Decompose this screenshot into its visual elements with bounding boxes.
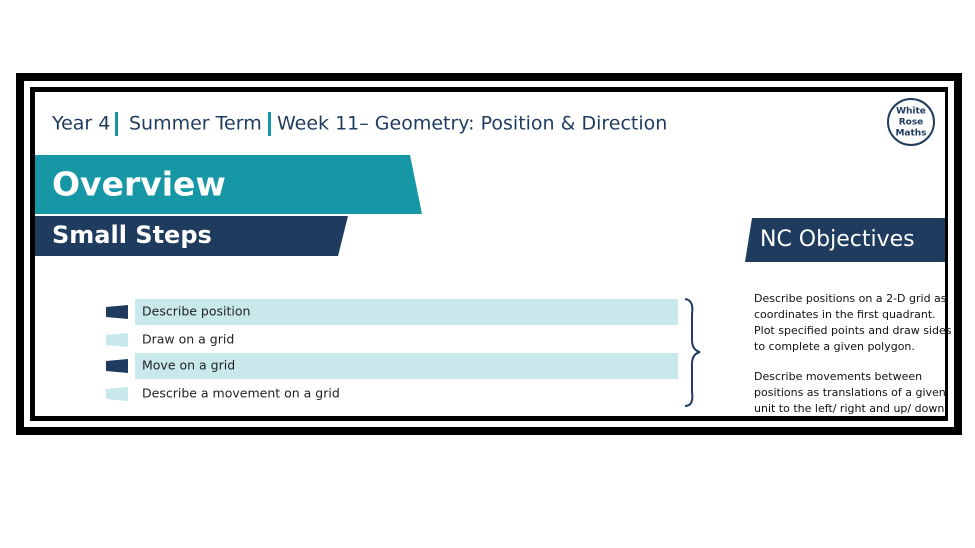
header-divider [115, 112, 118, 136]
header-divider [268, 112, 271, 136]
overview-title: Overview [52, 165, 226, 204]
brace [684, 298, 701, 407]
objectives-banner [745, 218, 945, 262]
header-week: Week 11– Geometry: Position & Direction [277, 113, 667, 135]
step-marker [106, 305, 128, 319]
logo-text: White [896, 107, 926, 117]
objective-line: coordinates in the first quadrant. [754, 308, 936, 321]
step-marker [106, 359, 128, 373]
header-term: Summer Term [129, 113, 262, 135]
step-marker [106, 387, 128, 401]
logo-text: Rose [899, 118, 924, 128]
objective-line: unit to the left/ right and up/ down. [754, 402, 948, 415]
step-text: Describe a movement on a grid [142, 386, 340, 401]
overview-banner [35, 155, 422, 214]
steps-list: Describe position Draw on a grid Move on a… [106, 299, 678, 401]
objectives-text: Describe positions on a 2-D grid as coord… [754, 292, 952, 415]
objective-line: Describe positions on a 2-D grid as [754, 292, 947, 305]
step-text: Draw on a grid [142, 332, 234, 347]
step-marker [106, 333, 128, 347]
step-highlight [135, 353, 678, 379]
objective-line: Plot specified points and draw sides [754, 324, 952, 337]
small-steps-banner [35, 216, 348, 256]
objectives-title: NC Objectives [760, 227, 915, 252]
small-steps-title: Small Steps [52, 221, 212, 249]
objective-line: to complete a given polygon. [754, 340, 915, 353]
objective-line: Describe movements between [754, 370, 922, 383]
logo: White Rose Maths [887, 98, 935, 146]
step-highlight [135, 299, 678, 325]
step-text: Move on a grid [142, 358, 235, 373]
step-text: Describe position [142, 304, 250, 319]
logo-circle [887, 98, 935, 146]
logo-text: Maths [895, 129, 926, 139]
header-year: Year 4 [51, 113, 110, 135]
objective-line: positions as translations of a given [754, 386, 946, 399]
